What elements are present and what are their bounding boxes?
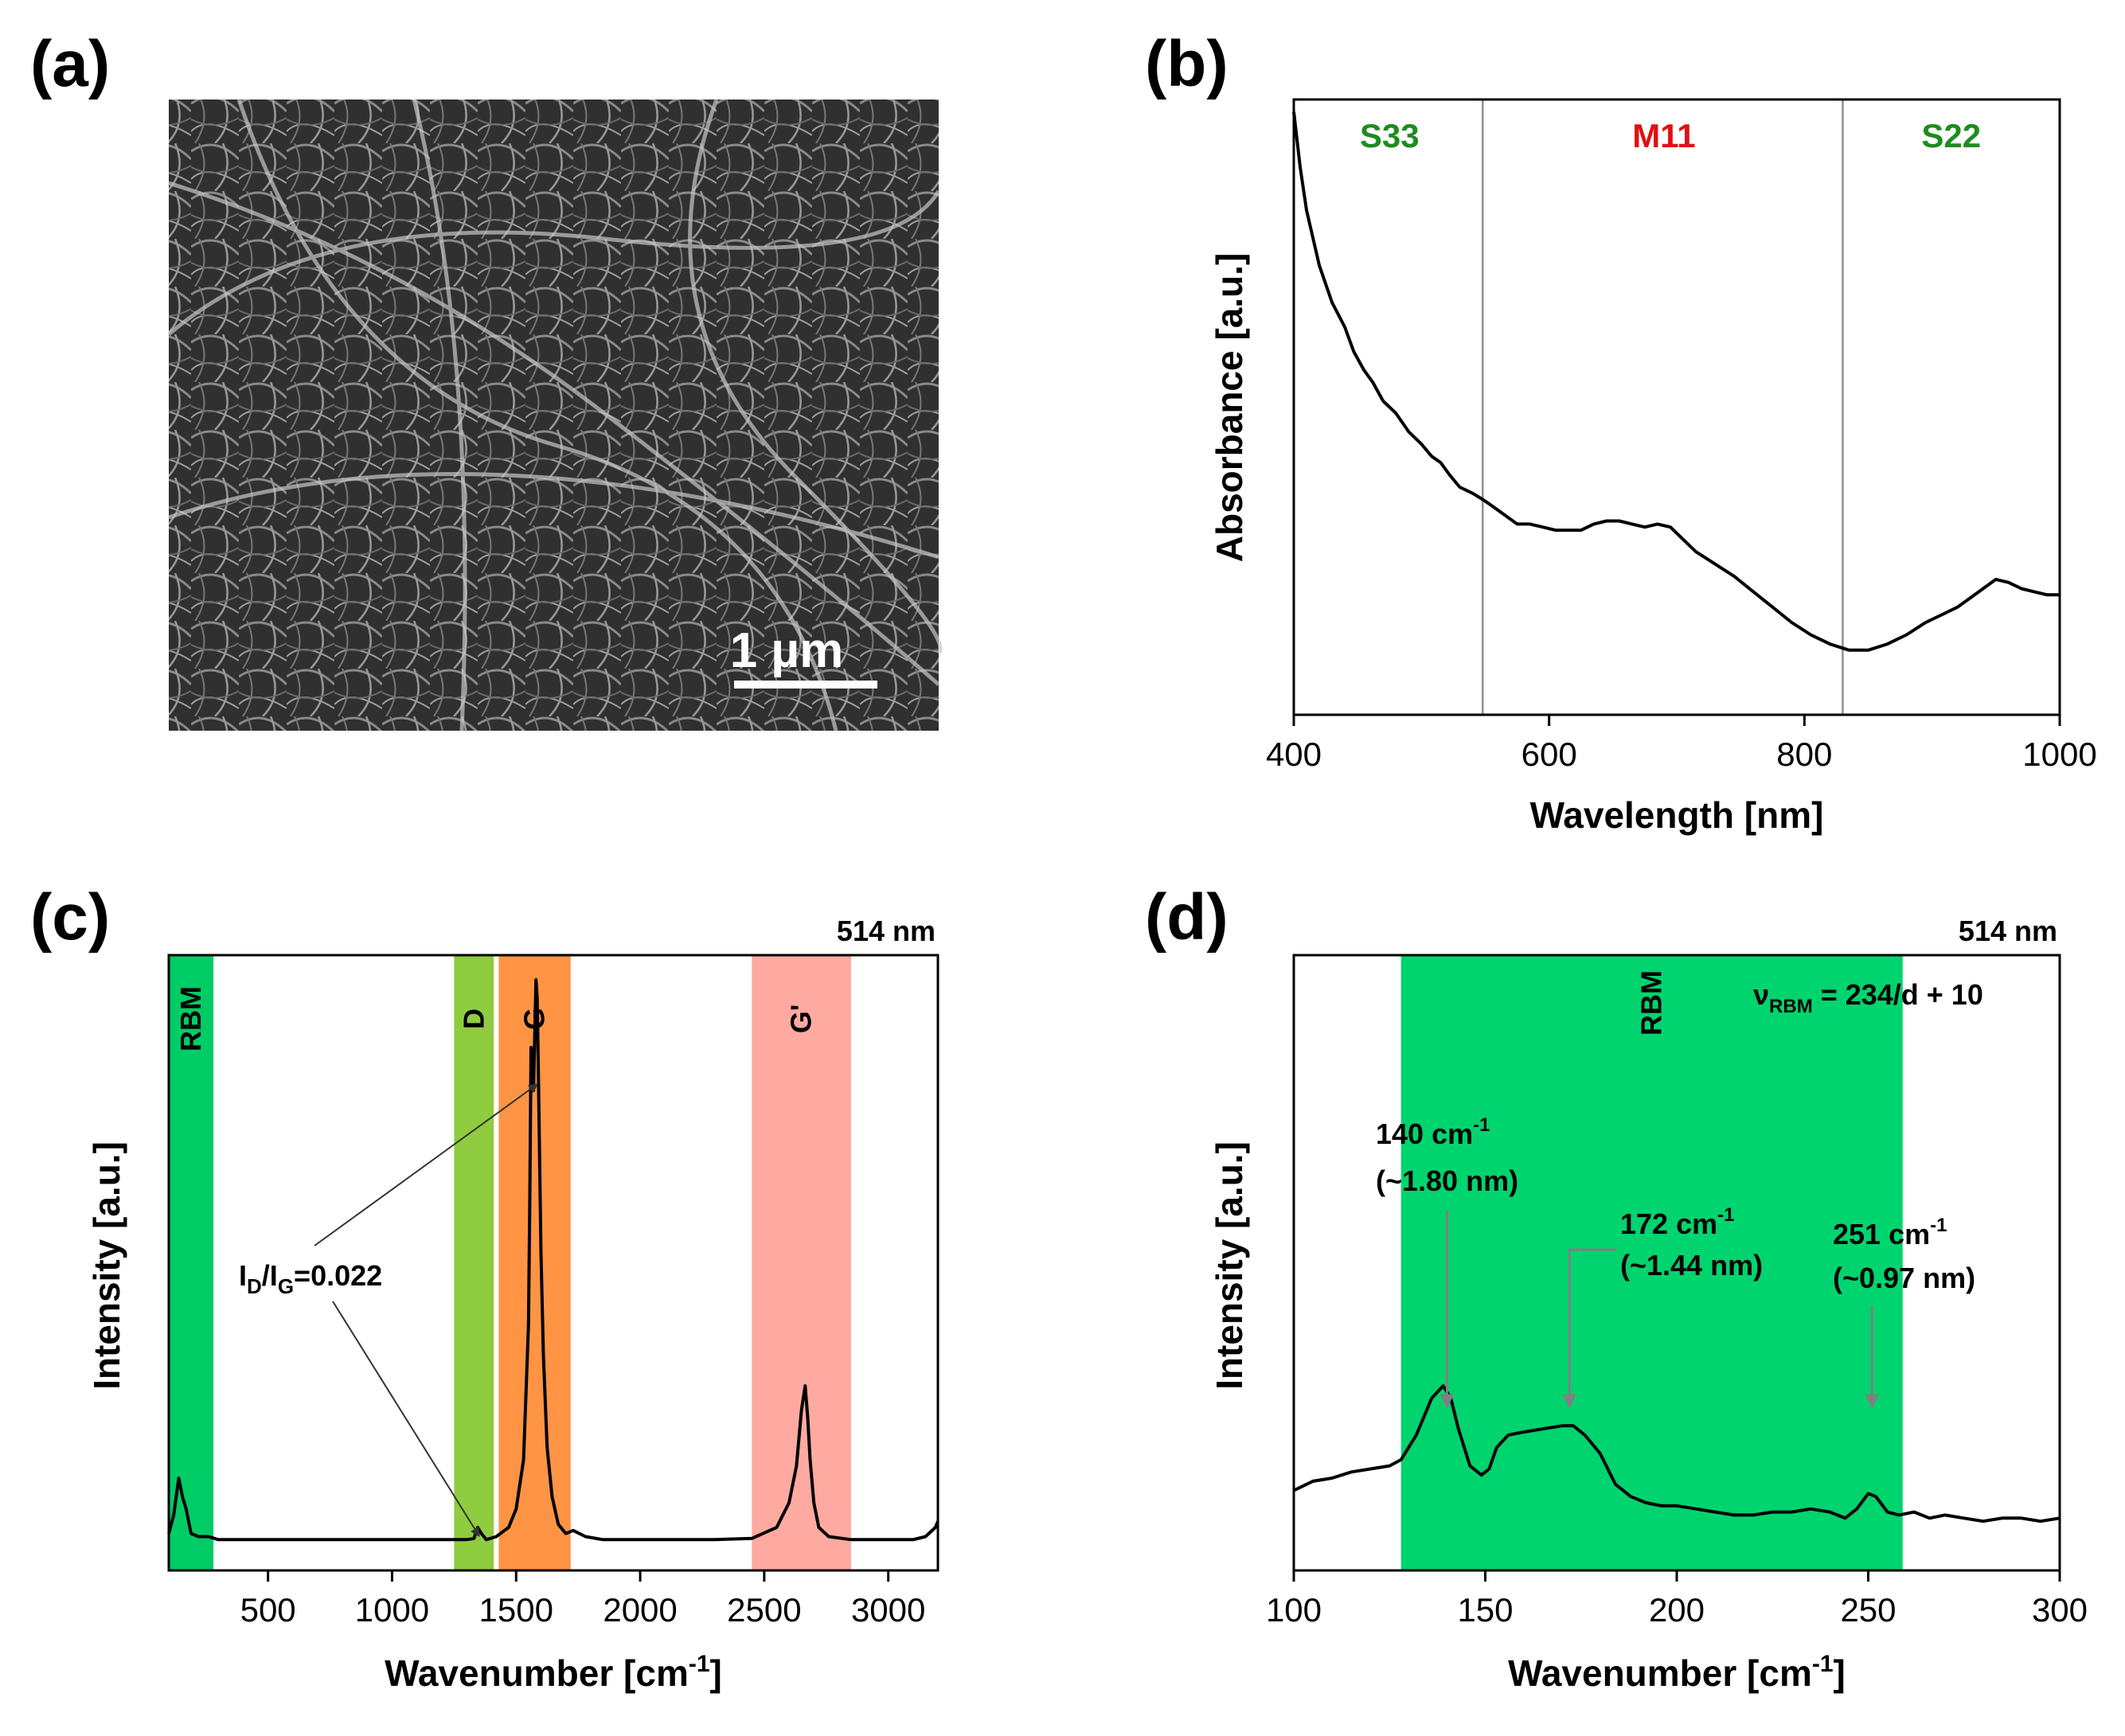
- c-bands: RBM D G G': [169, 955, 851, 1570]
- panel-b-label: (b): [1145, 28, 1229, 100]
- d-tick-label-300: 300: [2032, 1591, 2088, 1629]
- d-peak-140-diameter: (~1.80 nm): [1376, 1164, 1518, 1197]
- c-band-label-rbm: RBM: [174, 986, 207, 1051]
- c-tick-label-2500: 2500: [727, 1591, 801, 1629]
- d-peak-172-arrow: [1562, 1248, 1616, 1409]
- d-peak-251-diameter: (~0.97 nm): [1833, 1262, 1975, 1294]
- b-region-labels: S33 M11 S22: [1360, 117, 1981, 154]
- b-x-ticks: 400 600 800 1000: [1266, 715, 2097, 773]
- c-laser-label: 514 nm: [837, 915, 936, 947]
- c-band-d: [454, 955, 494, 1570]
- d-x-ticks: 100 150 200 250 300: [1266, 1570, 2088, 1629]
- c-arrow-to-g: [314, 1083, 538, 1246]
- c-tick-label-1500: 1500: [479, 1591, 553, 1629]
- d-x-axis-title: Wavenumber [cm-1]: [1508, 1651, 1846, 1694]
- c-x-axis-title: Wavenumber [cm-1]: [385, 1651, 722, 1694]
- b-absorbance-curve: [1292, 111, 2060, 652]
- d-peak-140-position: 140 cm-1: [1376, 1114, 1490, 1150]
- b-region-s22: S22: [1921, 117, 1981, 154]
- c-tick-label-1000: 1000: [355, 1591, 429, 1629]
- b-y-axis-title: Absorbance [a.u.]: [1209, 253, 1250, 563]
- d-laser-label: 514 nm: [1959, 915, 2057, 947]
- b-tick-label-800: 800: [1776, 735, 1832, 773]
- panel-c: (c) 514 nm RBM D G G' 500 1000 1500 2000 2500 30…: [30, 881, 939, 1694]
- b-region-s33: S33: [1360, 117, 1420, 154]
- scale-bar-label: 1 µm: [730, 623, 844, 678]
- b-region-m11: M11: [1632, 117, 1695, 154]
- c-band-rbm: [169, 955, 214, 1570]
- panel-a-label: (a): [30, 28, 110, 100]
- d-tick-label-100: 100: [1266, 1591, 1322, 1629]
- c-band-label-d: D: [457, 1008, 490, 1029]
- b-region-dividers: [1482, 99, 1844, 715]
- panel-d: (d) 514 nm RBM 100 150 200 250 300 νRBM = 23…: [1145, 881, 2088, 1694]
- b-tick-label-400: 400: [1266, 735, 1322, 773]
- c-band-gprime: [752, 955, 851, 1570]
- d-tick-label-250: 250: [1840, 1591, 1896, 1629]
- c-tick-label-2000: 2000: [603, 1591, 677, 1629]
- c-plot-frame: [167, 954, 939, 1572]
- d-band-rbm: [1400, 955, 1903, 1570]
- d-y-axis-title: Intensity [a.u.]: [1209, 1141, 1250, 1390]
- c-arrow-to-d: [332, 1301, 480, 1538]
- d-rbm-curve: [1293, 1384, 2061, 1523]
- c-y-axis-title: Intensity [a.u.]: [86, 1141, 127, 1390]
- d-peak-251-position: 251 cm-1: [1833, 1215, 1947, 1250]
- b-tick-label-1000: 1000: [2022, 735, 2096, 773]
- b-plot-frame: [1292, 98, 2061, 716]
- d-bands: RBM: [1400, 955, 1903, 1570]
- panel-a: (a) 1 µm: [30, 28, 943, 731]
- d-peak-172-diameter: (~1.44 nm): [1620, 1249, 1763, 1282]
- b-tick-label-600: 600: [1521, 735, 1577, 773]
- sem-fibers: [167, 99, 943, 731]
- c-id-ig-ratio: ID/IG=0.022: [239, 1259, 382, 1298]
- c-x-ticks: 500 1000 1500 2000 2500 3000: [240, 1570, 925, 1629]
- d-tick-label-200: 200: [1649, 1591, 1705, 1629]
- d-peak-annotations: 140 cm-1 (~1.80 nm) 172 cm-1 (~1.44 nm) 251 …: [1376, 1114, 1975, 1409]
- d-band-label-rbm: RBM: [1635, 970, 1668, 1036]
- c-tick-label-500: 500: [240, 1591, 296, 1629]
- c-band-label-gprime: G': [785, 1005, 818, 1034]
- panel-c-label: (c): [30, 881, 110, 954]
- d-tick-label-150: 150: [1457, 1591, 1513, 1629]
- d-rbm-equation: νRBM = 234/d + 10: [1753, 978, 1983, 1017]
- c-tick-label-3000: 3000: [851, 1591, 925, 1629]
- sem-image: [169, 99, 939, 731]
- b-x-axis-title: Wavelength [nm]: [1530, 794, 1824, 836]
- panel-d-label: (d): [1145, 881, 1229, 954]
- d-peak-172-position: 172 cm-1: [1620, 1204, 1734, 1240]
- panel-b: (b) S33 M11 S22 400 600 800 1000 Wavelength […: [1145, 28, 2097, 836]
